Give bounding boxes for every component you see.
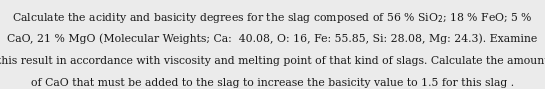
Text: Calculate the acidity and basicity degrees for the slag composed of 56 % SiO$_2$: Calculate the acidity and basicity degre… xyxy=(12,11,533,25)
Text: of CaO that must be added to the slag to increase the basicity value to 1.5 for : of CaO that must be added to the slag to… xyxy=(31,78,514,88)
Text: CaO, 21 % MgO (Molecular Weights; Ca:  40.08, O: 16, Fe: 55.85, Si: 28.08, Mg: 2: CaO, 21 % MgO (Molecular Weights; Ca: 40… xyxy=(8,34,537,44)
Text: this result in accordance with viscosity and melting point of that kind of slags: this result in accordance with viscosity… xyxy=(0,56,545,66)
